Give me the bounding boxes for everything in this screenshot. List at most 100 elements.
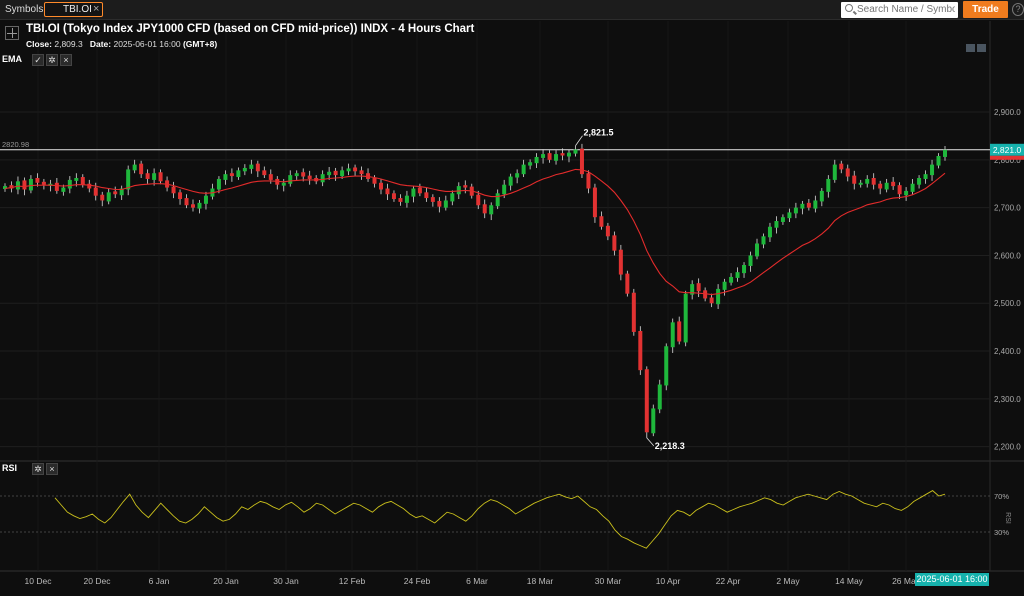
candle-body	[327, 171, 332, 176]
candle-body	[398, 198, 403, 202]
help-icon[interactable]: ?	[1012, 3, 1024, 16]
candle-body	[495, 193, 500, 207]
close-icon[interactable]: ×	[46, 463, 58, 475]
candle-body	[411, 188, 416, 197]
candle-body	[288, 175, 293, 184]
candle-body	[573, 149, 578, 154]
candle-body	[385, 188, 390, 195]
candle-body	[113, 191, 118, 195]
candle-body	[340, 170, 345, 177]
candle-body	[521, 164, 526, 175]
candle-body	[761, 236, 766, 245]
candle-body	[15, 181, 20, 190]
x-tick-label: 12 Feb	[339, 576, 366, 586]
chart-canvas[interactable]: 2,900.0 2,800.0 2,700.0 2,600.0 2,500.0 2,400…	[0, 21, 1024, 596]
candle-body	[651, 408, 656, 434]
candle-body	[554, 154, 559, 161]
close-icon[interactable]: ×	[60, 54, 72, 66]
candle-body	[268, 174, 273, 180]
candle-body	[541, 154, 546, 158]
gear-icon[interactable]: ✲	[32, 463, 44, 475]
candle-body	[417, 187, 422, 194]
candle-body	[670, 322, 675, 348]
candle-body	[126, 169, 131, 190]
x-tick-label: 30 Mar	[595, 576, 622, 586]
candle-body	[301, 172, 306, 177]
ema-line	[4, 168, 946, 296]
close-icon[interactable]: ×	[93, 3, 100, 15]
y-tick-label: 2,300.0	[994, 395, 1021, 404]
x-tick-label: 24 Feb	[404, 576, 431, 586]
trade-button[interactable]: Trade	[963, 1, 1008, 18]
y-tick-label: 2,700.0	[994, 204, 1021, 213]
gear-icon[interactable]: ✲	[46, 54, 58, 66]
candle-body	[203, 195, 208, 204]
candle-body	[489, 205, 494, 215]
candle-body	[216, 178, 221, 190]
candle-body	[943, 149, 947, 157]
candle-body	[242, 167, 247, 172]
x-tick-label: 6 Mar	[466, 576, 488, 586]
candle-body	[191, 204, 195, 208]
candle-body	[910, 183, 915, 192]
candle-body	[534, 156, 539, 164]
candle-body	[93, 187, 98, 196]
candle-body	[755, 243, 759, 257]
candle-body	[346, 168, 351, 172]
candle-body	[379, 182, 383, 190]
candle-body	[184, 198, 189, 206]
candle-body	[845, 168, 850, 177]
candle-body	[132, 164, 137, 171]
candle-body	[307, 175, 312, 179]
x-tick-label: 22 Apr	[716, 576, 741, 586]
candle-body	[579, 148, 584, 175]
candle-body	[800, 203, 805, 209]
ema-label: EMA	[2, 54, 22, 64]
candle-body	[683, 293, 688, 343]
candle-body	[3, 186, 7, 189]
candle-body	[391, 193, 396, 200]
candle-body	[806, 202, 811, 208]
candle-body	[223, 174, 228, 180]
y-tick-label: 2,500.0	[994, 299, 1021, 308]
print-icon[interactable]	[977, 44, 986, 52]
candle-body	[456, 186, 461, 195]
candle-body	[255, 163, 260, 172]
chart-subline: Close: 2,809.3 Date: 2025-06-01 16:00 (G…	[26, 39, 217, 49]
candle-body	[74, 177, 79, 181]
candle-body	[722, 281, 727, 290]
annotation-high-label: 2,821.5	[583, 128, 613, 138]
candle-body	[729, 276, 734, 283]
chart-area: 2,900.0 2,800.0 2,700.0 2,600.0 2,500.0 2,400…	[0, 21, 1024, 596]
candle-body	[262, 170, 267, 176]
symbol-tab-label: TBI.OI	[63, 4, 92, 15]
candle-body	[592, 187, 597, 218]
candle-body	[145, 173, 150, 179]
candle-body	[930, 164, 935, 176]
candle-body	[476, 194, 481, 206]
x-tick-label: 30 Jan	[273, 576, 299, 586]
candle-body	[690, 284, 695, 295]
check-icon[interactable]: ✓	[32, 54, 44, 66]
candle-body	[917, 177, 922, 185]
candle-body	[528, 162, 533, 166]
candle-body	[482, 204, 487, 214]
last-price-badge	[990, 143, 1024, 156]
crosshair-icon[interactable]	[5, 26, 19, 40]
candle-body	[430, 197, 435, 202]
image-icon[interactable]	[966, 44, 975, 52]
candle-body	[372, 177, 377, 184]
ema-value-badge	[990, 155, 1024, 160]
y-tick-label: 2,600.0	[994, 251, 1021, 260]
search-box[interactable]	[841, 2, 958, 18]
candle-body	[586, 173, 591, 189]
export-icons[interactable]	[966, 43, 988, 55]
candle-body	[644, 369, 649, 433]
candle-body	[904, 190, 909, 196]
candle-body	[67, 179, 72, 189]
candle-body	[852, 175, 857, 184]
symbol-tab[interactable]: TBI.OI ×	[44, 2, 103, 17]
candle-body	[716, 288, 721, 305]
candle-body	[353, 167, 358, 172]
search-input[interactable]	[857, 3, 955, 16]
